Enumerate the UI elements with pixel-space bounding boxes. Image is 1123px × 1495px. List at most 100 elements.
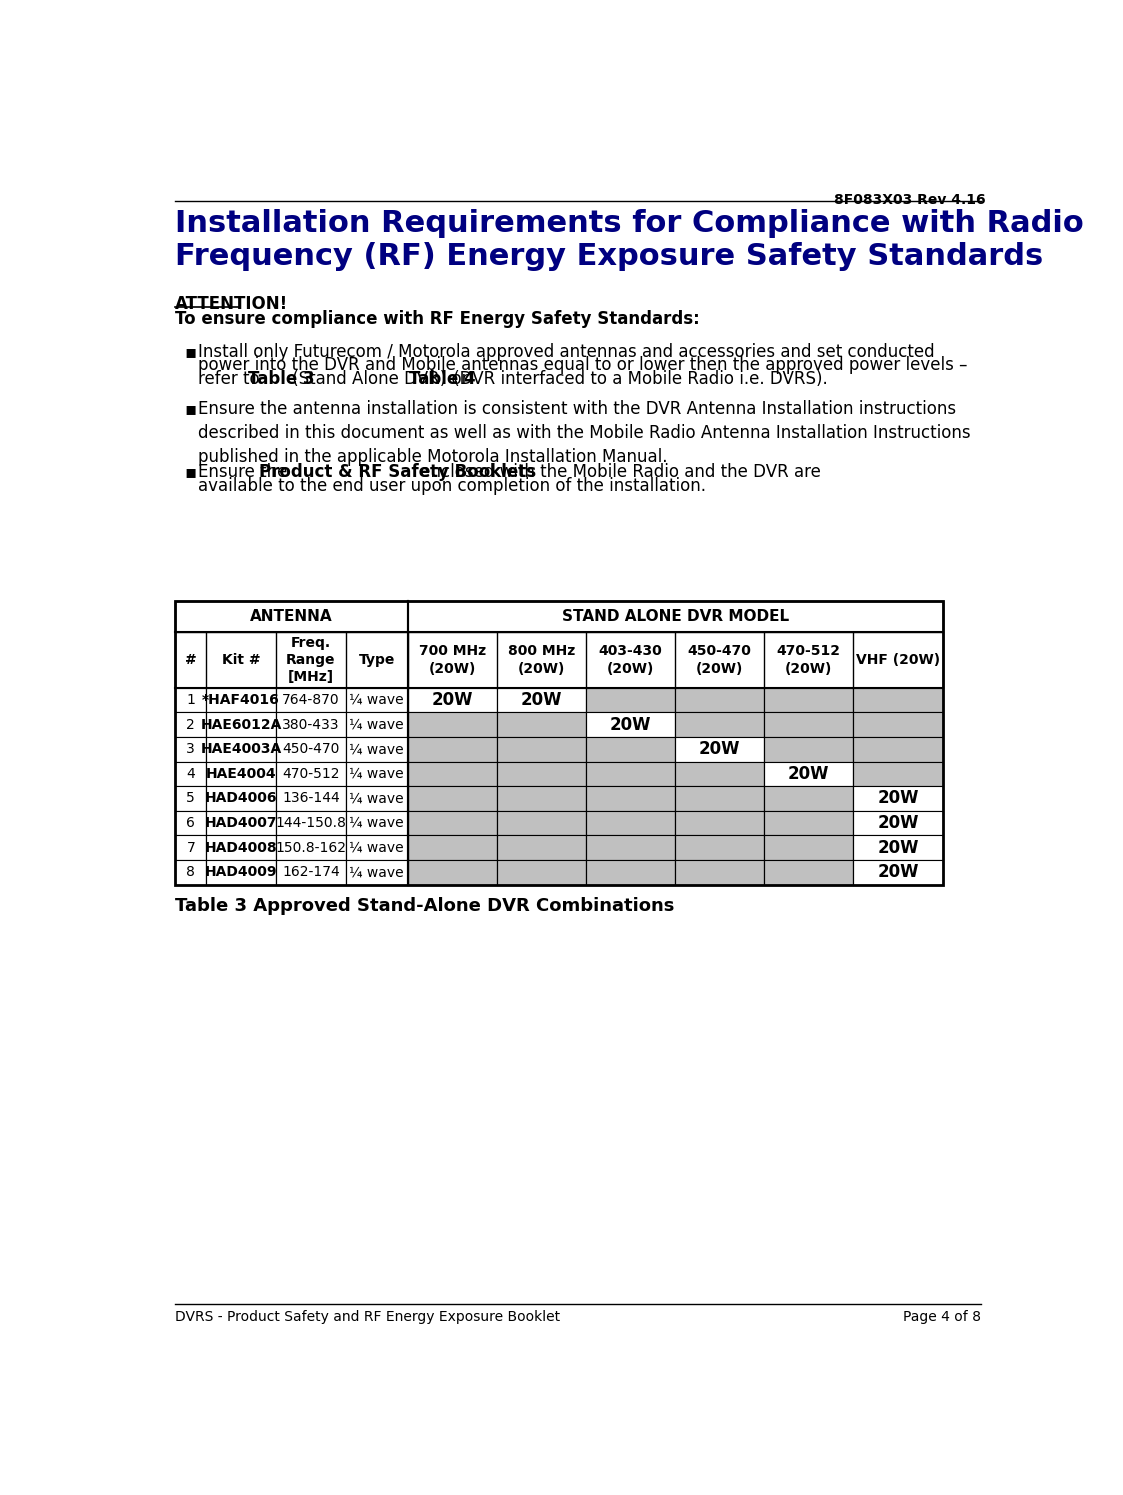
Bar xyxy=(276,860,346,885)
Text: HAD4008: HAD4008 xyxy=(204,840,277,855)
Bar xyxy=(175,601,942,885)
Bar xyxy=(853,688,942,712)
Text: ¼ wave: ¼ wave xyxy=(349,840,404,855)
Text: ▪: ▪ xyxy=(184,463,197,481)
Bar xyxy=(346,836,408,860)
Bar xyxy=(175,601,942,632)
Text: 20W: 20W xyxy=(521,691,563,709)
Bar xyxy=(853,836,942,860)
Text: Ensure the: Ensure the xyxy=(199,463,293,481)
Text: 6: 6 xyxy=(186,816,195,830)
Text: 20W: 20W xyxy=(877,839,919,857)
Text: Ensure the antenna installation is consistent with the DVR Antenna Installation : Ensure the antenna installation is consi… xyxy=(199,399,971,466)
Bar xyxy=(408,712,496,737)
Text: power into the DVR and Mobile antennas equal to or lower then the approved power: power into the DVR and Mobile antennas e… xyxy=(199,356,968,375)
Bar xyxy=(346,761,408,786)
Text: enclosed with the Mobile Radio and the DVR are: enclosed with the Mobile Radio and the D… xyxy=(414,463,821,481)
Bar xyxy=(765,688,853,712)
Text: (DVR interfaced to a Mobile Radio i.e. DVRS).: (DVR interfaced to a Mobile Radio i.e. D… xyxy=(448,371,828,389)
Bar xyxy=(675,836,765,860)
Text: 2: 2 xyxy=(186,718,195,731)
Text: 1: 1 xyxy=(186,692,195,707)
Text: ¼ wave: ¼ wave xyxy=(349,742,404,756)
Bar xyxy=(586,688,675,712)
Text: Table 3 Approved Stand-Alone DVR Combinations: Table 3 Approved Stand-Alone DVR Combina… xyxy=(175,897,675,915)
Bar xyxy=(586,810,675,836)
Text: 5: 5 xyxy=(186,791,195,806)
Bar xyxy=(496,786,586,810)
Bar xyxy=(346,786,408,810)
Text: HAE4004: HAE4004 xyxy=(206,767,276,780)
Text: ATTENTION!: ATTENTION! xyxy=(175,295,289,312)
Text: HAD4007: HAD4007 xyxy=(204,816,277,830)
Bar xyxy=(765,836,853,860)
Bar xyxy=(346,810,408,836)
Bar xyxy=(675,737,765,761)
Bar xyxy=(175,737,207,761)
Text: ¼ wave: ¼ wave xyxy=(349,767,404,780)
Bar xyxy=(586,761,675,786)
Bar xyxy=(207,836,276,860)
Text: ANTENNA: ANTENNA xyxy=(250,610,332,625)
Bar xyxy=(496,860,586,885)
Bar xyxy=(853,761,942,786)
Bar xyxy=(276,836,346,860)
Text: 380-433: 380-433 xyxy=(282,718,339,731)
Bar xyxy=(175,860,207,885)
Text: DVRS - Product Safety and RF Energy Exposure Booklet: DVRS - Product Safety and RF Energy Expo… xyxy=(175,1310,560,1323)
Text: 136-144: 136-144 xyxy=(282,791,340,806)
Text: available to the end user upon completion of the installation.: available to the end user upon completio… xyxy=(199,477,706,495)
Text: #: # xyxy=(185,653,197,667)
Bar xyxy=(276,810,346,836)
Bar xyxy=(207,786,276,810)
Bar xyxy=(765,712,853,737)
Bar xyxy=(276,786,346,810)
Text: Installation Requirements for Compliance with Radio
Frequency (RF) Energy Exposu: Installation Requirements for Compliance… xyxy=(175,209,1084,271)
Bar xyxy=(175,712,207,737)
Bar xyxy=(496,712,586,737)
Bar xyxy=(675,688,765,712)
Text: 20W: 20W xyxy=(610,716,651,734)
Bar xyxy=(765,860,853,885)
Bar xyxy=(408,860,496,885)
Text: 144-150.8: 144-150.8 xyxy=(275,816,346,830)
Bar xyxy=(675,786,765,810)
Text: HAE4003A: HAE4003A xyxy=(201,742,282,756)
Text: 20W: 20W xyxy=(431,691,473,709)
Bar xyxy=(853,810,942,836)
Bar xyxy=(586,737,675,761)
Text: 150.8-162: 150.8-162 xyxy=(275,840,346,855)
Text: ¼ wave: ¼ wave xyxy=(349,718,404,731)
Bar xyxy=(586,786,675,810)
Text: Product & RF Safety Booklets: Product & RF Safety Booklets xyxy=(259,463,537,481)
Text: 450-470
(20W): 450-470 (20W) xyxy=(687,644,751,676)
Text: ▪: ▪ xyxy=(184,342,197,360)
Bar xyxy=(346,712,408,737)
Text: 20W: 20W xyxy=(877,789,919,807)
Text: ¼ wave: ¼ wave xyxy=(349,692,404,707)
Text: Table 3: Table 3 xyxy=(248,371,314,389)
Bar xyxy=(175,810,207,836)
Bar xyxy=(276,761,346,786)
Text: HAE6012A: HAE6012A xyxy=(200,718,282,731)
Bar xyxy=(207,688,276,712)
Text: 3: 3 xyxy=(186,742,195,756)
Text: 20W: 20W xyxy=(877,815,919,833)
Bar xyxy=(765,737,853,761)
Text: *HAF4016: *HAF4016 xyxy=(202,692,280,707)
Text: Table 4: Table 4 xyxy=(409,371,476,389)
Text: 470-512: 470-512 xyxy=(282,767,339,780)
Text: 4: 4 xyxy=(186,767,195,780)
Bar xyxy=(276,688,346,712)
Text: 7: 7 xyxy=(186,840,195,855)
Bar xyxy=(346,737,408,761)
Text: STAND ALONE DVR MODEL: STAND ALONE DVR MODEL xyxy=(562,610,788,625)
Text: refer to: refer to xyxy=(199,371,265,389)
Text: 20W: 20W xyxy=(699,740,740,758)
Text: 800 MHz
(20W): 800 MHz (20W) xyxy=(508,644,575,676)
Bar xyxy=(276,737,346,761)
Bar xyxy=(408,786,496,810)
Bar xyxy=(675,810,765,836)
Bar xyxy=(496,737,586,761)
Bar xyxy=(207,860,276,885)
